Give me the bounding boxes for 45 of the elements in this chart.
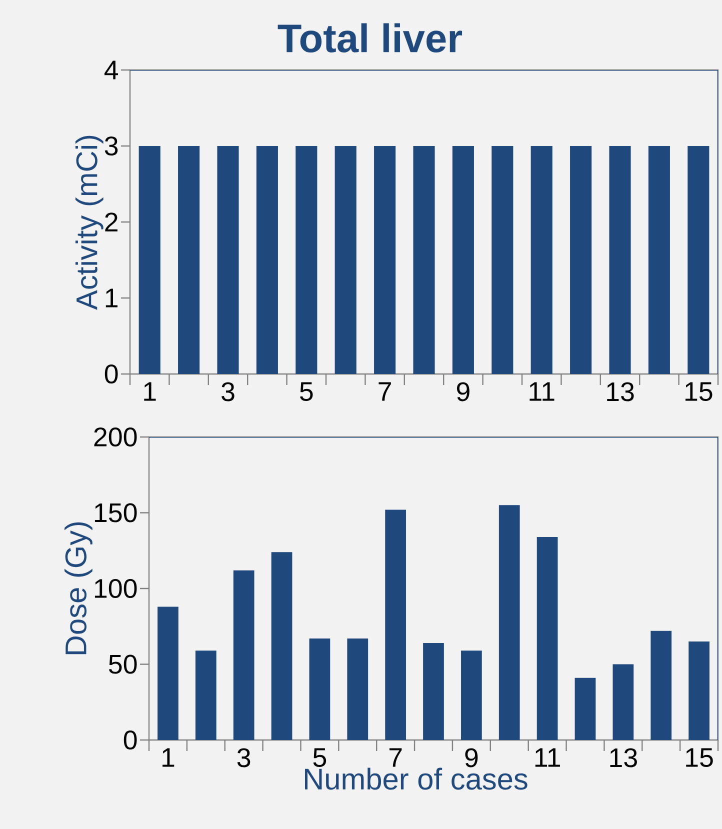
x-tick-label: 1 bbox=[162, 748, 174, 767]
x-tick-label: 3 bbox=[237, 748, 250, 768]
y-tick-label: 150 bbox=[94, 503, 137, 522]
x-tick-label: 15 bbox=[686, 748, 713, 767]
bar bbox=[309, 638, 330, 740]
y-tick-label: 3 bbox=[104, 136, 118, 156]
bar bbox=[195, 650, 216, 740]
x-tick-label: 1 bbox=[144, 382, 156, 401]
x-tick-label: 5 bbox=[300, 382, 313, 401]
bar bbox=[461, 650, 482, 740]
bar bbox=[574, 678, 596, 740]
y-tick-label: 0 bbox=[104, 364, 118, 384]
x-tick-label: 11 bbox=[530, 382, 554, 401]
y-tick-label: 4 bbox=[104, 60, 118, 80]
x-tick-label: 3 bbox=[222, 382, 234, 402]
x-tick-label: 15 bbox=[685, 382, 712, 401]
y-axis-title: Activity (mCi) bbox=[75, 136, 104, 310]
x-tick-label: 7 bbox=[378, 382, 391, 401]
y-tick-label: 100 bbox=[94, 578, 137, 598]
x-tick-label: 7 bbox=[389, 748, 402, 767]
y-tick-label: 50 bbox=[108, 654, 137, 674]
x-tick-label: 9 bbox=[456, 382, 470, 402]
bar bbox=[612, 664, 634, 740]
y-tick-label: 2 bbox=[105, 212, 118, 232]
bar bbox=[688, 642, 710, 740]
bar bbox=[498, 505, 520, 740]
x-tick-label: 13 bbox=[607, 382, 634, 402]
x-tick-label: 11 bbox=[535, 748, 560, 767]
bar bbox=[233, 570, 254, 740]
y-axis-title: Dose (Gy) bbox=[64, 522, 92, 654]
bar bbox=[347, 638, 368, 740]
bar bbox=[536, 537, 558, 740]
bar bbox=[158, 606, 178, 740]
x-tick-label: 13 bbox=[610, 748, 637, 768]
chart-title: Total liver bbox=[278, 23, 462, 53]
bar bbox=[271, 552, 292, 740]
y-tick-label: 0 bbox=[124, 730, 137, 750]
y-tick-label: 200 bbox=[94, 427, 137, 447]
x-tick-label: 5 bbox=[313, 748, 326, 767]
bar bbox=[385, 510, 406, 740]
x-tick-label: 9 bbox=[465, 748, 478, 768]
bar bbox=[650, 630, 672, 740]
x-axis-title: Number of cases bbox=[305, 768, 528, 790]
bar bbox=[423, 643, 444, 740]
y-tick-label: 1 bbox=[106, 288, 118, 308]
